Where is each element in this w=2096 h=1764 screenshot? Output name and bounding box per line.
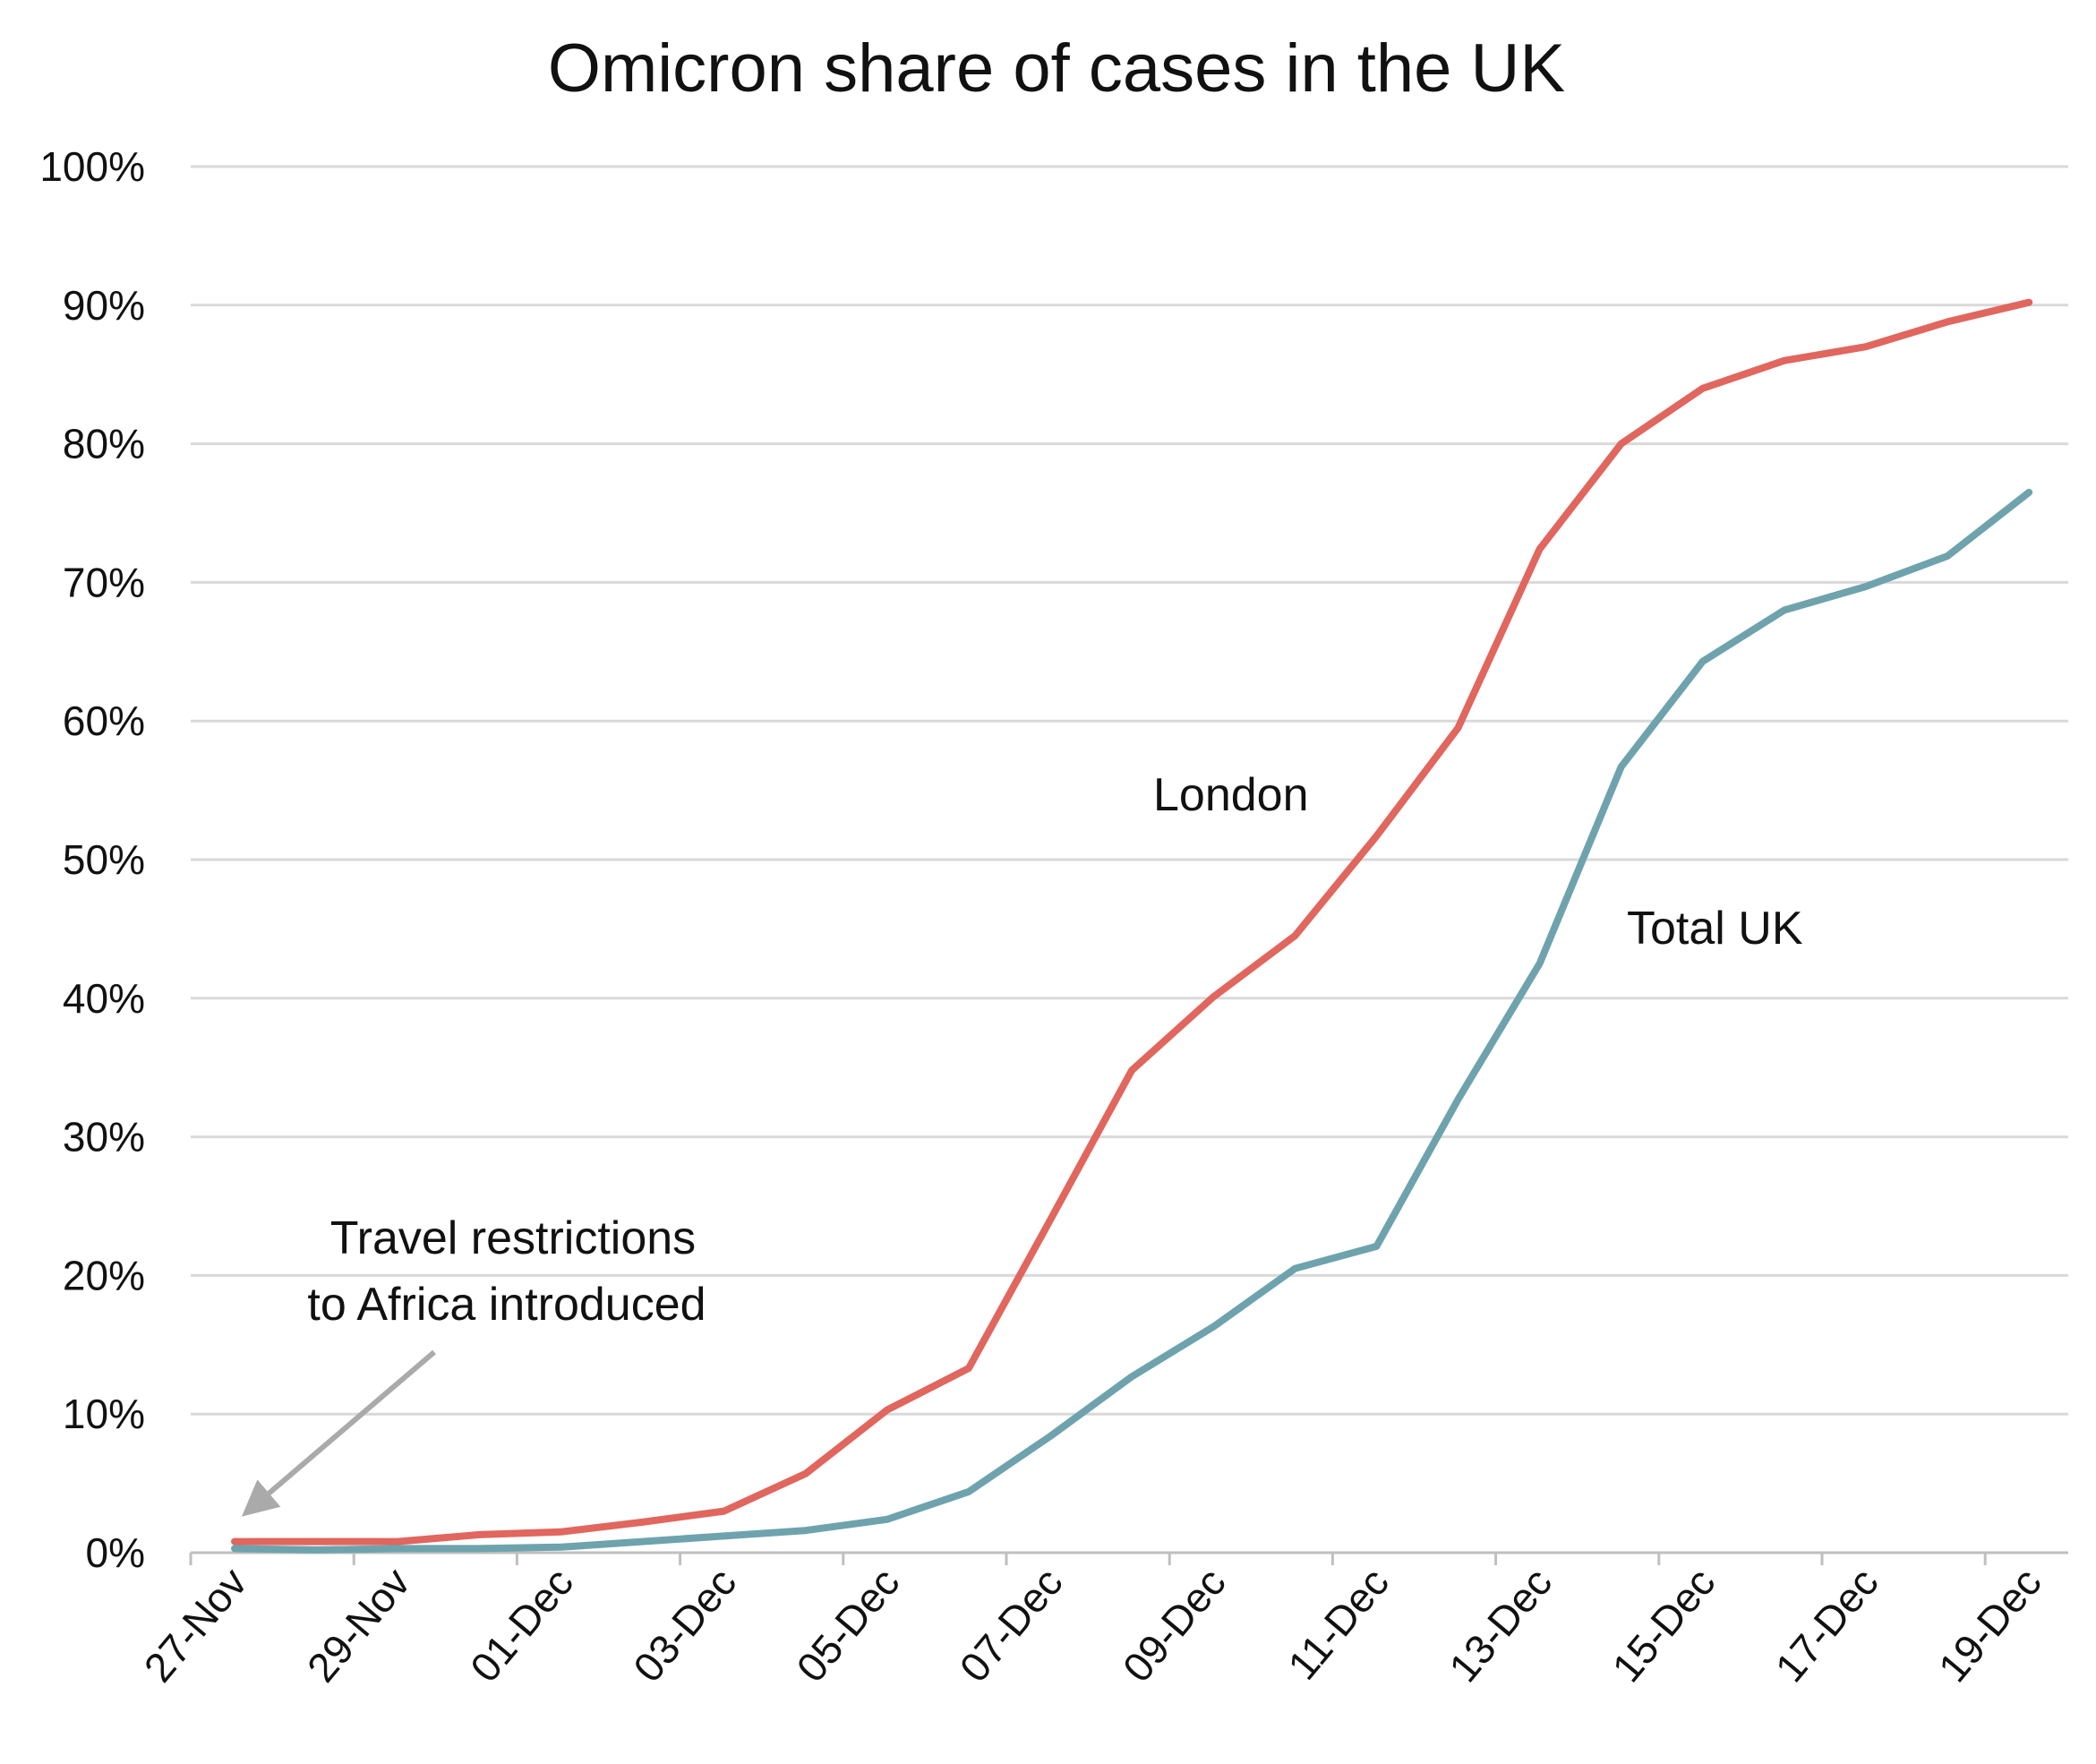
x-tick-label-05-Dec: 05-Dec bbox=[787, 1559, 908, 1691]
axis-layer: 27-Nov 29-Nov 01-Dec 03-Dec 05-Dec 07-Dec 09-D… bbox=[135, 1551, 2068, 1691]
x-tick-label-13-Dec: 13-Dec bbox=[1440, 1559, 1561, 1691]
annotation-text-line1: Travel restrictions bbox=[330, 1212, 696, 1264]
annotation-arrow-shaft bbox=[267, 1349, 436, 1495]
x-tick-label-29-Nov: 29-Nov bbox=[298, 1559, 419, 1691]
y-tick-label-0: 0% bbox=[86, 1529, 145, 1576]
x-tick-label-07-Dec: 07-Dec bbox=[951, 1559, 1072, 1691]
series-line-london bbox=[231, 298, 2033, 1546]
annotation-arrow-head bbox=[242, 1479, 281, 1517]
y-tick-label-40: 40% bbox=[63, 975, 145, 1022]
grid-layer: 0% 10% 20% 30% 40% 50% 60% 70% 80% 90% 100% bbox=[39, 143, 2068, 1576]
y-tick-label-10: 10% bbox=[63, 1391, 145, 1437]
y-tick-label-70: 70% bbox=[63, 559, 145, 605]
annotation-travel-restrictions: Travel restrictions to Africa introduced bbox=[242, 1212, 706, 1517]
x-tick-label-11-Dec: 11-Dec bbox=[1279, 1559, 1398, 1688]
x-tick-label-03-Dec: 03-Dec bbox=[624, 1559, 745, 1691]
series-label-london: London bbox=[1153, 769, 1309, 821]
series-line-total-uk bbox=[231, 488, 2033, 1554]
y-tick-label-20: 20% bbox=[63, 1252, 145, 1298]
y-tick-label-90: 90% bbox=[63, 282, 145, 329]
y-tick-label-80: 80% bbox=[63, 421, 145, 467]
series-label-total-uk: Total UK bbox=[1627, 903, 1803, 955]
x-tick-label-27-Nov: 27-Nov bbox=[135, 1559, 256, 1691]
x-tick-label-17-Dec: 17-Dec bbox=[1767, 1559, 1887, 1691]
x-tick-label-19-Dec: 19-Dec bbox=[1929, 1559, 2050, 1691]
annotation-text-line2: to Africa introduced bbox=[307, 1279, 706, 1331]
x-tick-label-09-Dec: 09-Dec bbox=[1114, 1559, 1235, 1691]
y-tick-label-60: 60% bbox=[63, 698, 145, 744]
y-tick-label-50: 50% bbox=[63, 836, 145, 883]
x-tick-label-01-Dec: 01-Dec bbox=[461, 1559, 582, 1691]
series-layer bbox=[231, 298, 2033, 1554]
x-tick-label-15-Dec: 15-Dec bbox=[1603, 1559, 1724, 1691]
y-tick-label-30: 30% bbox=[63, 1114, 145, 1160]
y-tick-label-100: 100% bbox=[39, 143, 145, 190]
chart-title: Omicron share of cases in the UK bbox=[548, 30, 1565, 107]
